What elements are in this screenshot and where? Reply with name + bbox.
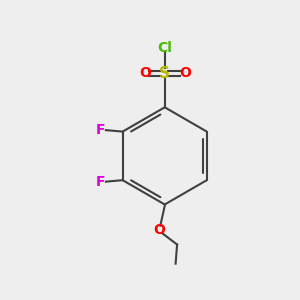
Text: S: S <box>159 66 170 81</box>
Text: F: F <box>96 123 105 137</box>
Text: O: O <box>153 224 165 237</box>
Text: F: F <box>96 175 105 189</box>
Text: O: O <box>179 66 191 80</box>
Text: O: O <box>139 66 151 80</box>
Text: Cl: Cl <box>157 40 172 55</box>
